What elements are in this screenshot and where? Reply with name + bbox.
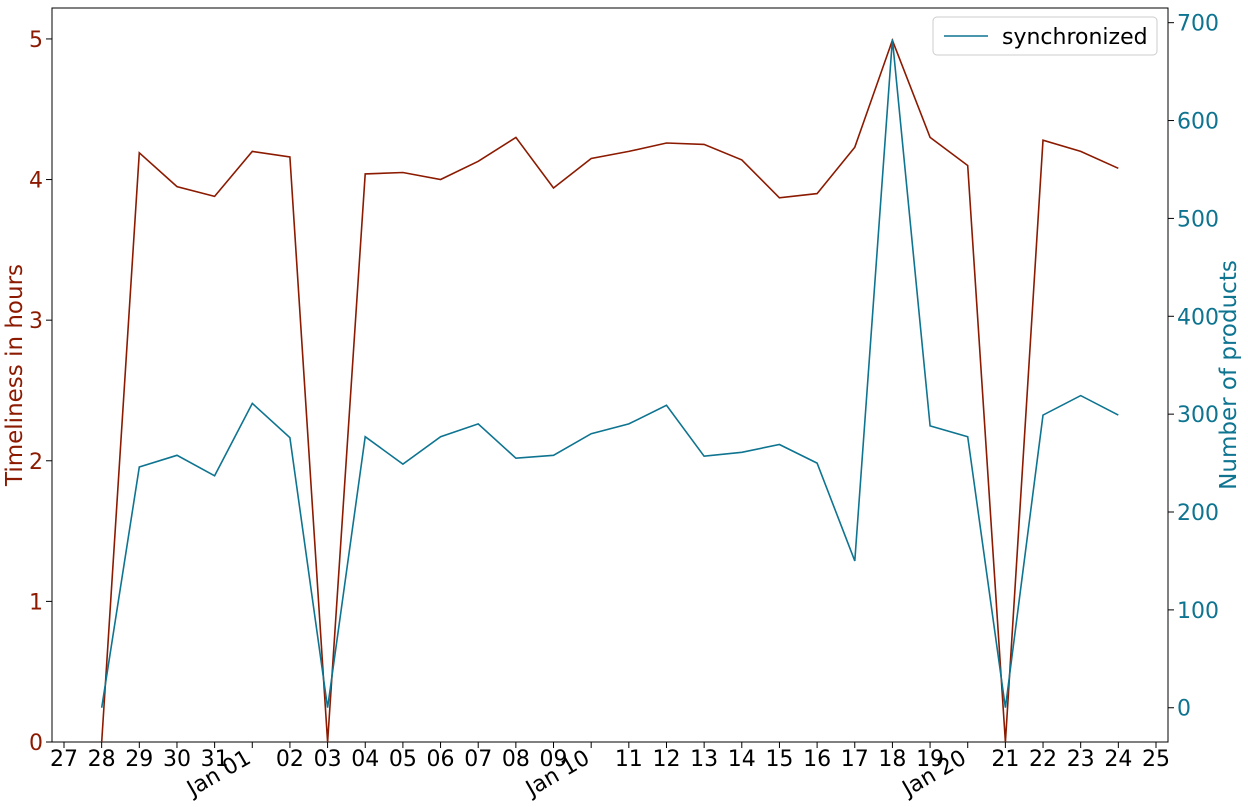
- x-tick-label: 09: [540, 747, 568, 772]
- x-tick-label: 27: [50, 747, 78, 772]
- x-tick-label: 18: [878, 747, 906, 772]
- left-tick-label: 5: [29, 28, 43, 53]
- x-tick-label: 11: [615, 747, 643, 772]
- right-tick-label: 200: [1177, 501, 1219, 526]
- legend: synchronized: [932, 16, 1158, 56]
- right-tick-label: 500: [1177, 207, 1219, 232]
- x-tick-label: 14: [728, 747, 756, 772]
- right-axis-title: Number of products: [1216, 260, 1242, 490]
- legend-label-synchronized: synchronized: [1002, 25, 1148, 50]
- x-tick-label: 12: [652, 747, 680, 772]
- right-tick-label: 400: [1177, 305, 1219, 330]
- x-tick-label: 17: [841, 747, 869, 772]
- left-tick-label: 3: [29, 309, 43, 334]
- right-tick-label: 0: [1177, 697, 1191, 722]
- series-lines: [100, 37, 1119, 743]
- right-tick-label: 600: [1177, 110, 1219, 135]
- x-tick-label: 03: [314, 747, 342, 772]
- x-tick-label: 24: [1104, 747, 1132, 772]
- right-tick-label: 300: [1177, 403, 1219, 428]
- x-tick-label: 23: [1067, 747, 1095, 772]
- plot-area: [51, 7, 1169, 743]
- right-tick-label: 700: [1177, 12, 1219, 37]
- x-tick-label: 06: [427, 747, 455, 772]
- x-tick-label: 16: [803, 747, 831, 772]
- x-tick-label: 21: [991, 747, 1019, 772]
- x-tick-label: 04: [351, 747, 379, 772]
- x-tick-label: 30: [163, 747, 191, 772]
- x-tick-label: 07: [464, 747, 492, 772]
- x-tick-label: 31: [201, 747, 229, 772]
- x-tick-label: 13: [690, 747, 718, 772]
- series-line-left-axis: [100, 37, 1119, 743]
- left-tick-label: 4: [29, 169, 43, 194]
- right-tick-label: 100: [1177, 599, 1219, 624]
- series-line-synchronized: [100, 39, 1119, 708]
- left-tick-label: 1: [29, 590, 43, 615]
- x-tick-label: 05: [389, 747, 417, 772]
- left-tick-label: 2: [29, 450, 43, 475]
- x-tick-label: 25: [1142, 747, 1170, 772]
- left-axis-ticks: 0 1 2 3 4 5: [29, 28, 52, 756]
- x-tick-label: 08: [502, 747, 530, 772]
- right-axis-ticks: 0 100 200 300 400 500 600 700: [1168, 12, 1219, 722]
- legend-box: [932, 16, 1158, 56]
- x-tick-label: 02: [276, 747, 304, 772]
- x-tick-label: 29: [125, 747, 153, 772]
- x-tick-label: 15: [765, 747, 793, 772]
- x-tick-label: 22: [1029, 747, 1057, 772]
- left-tick-label: 0: [29, 731, 43, 756]
- x-tick-label: 28: [88, 747, 116, 772]
- x-tick-label: 19: [916, 747, 944, 772]
- left-axis-title: Timeliness in hours: [2, 264, 28, 487]
